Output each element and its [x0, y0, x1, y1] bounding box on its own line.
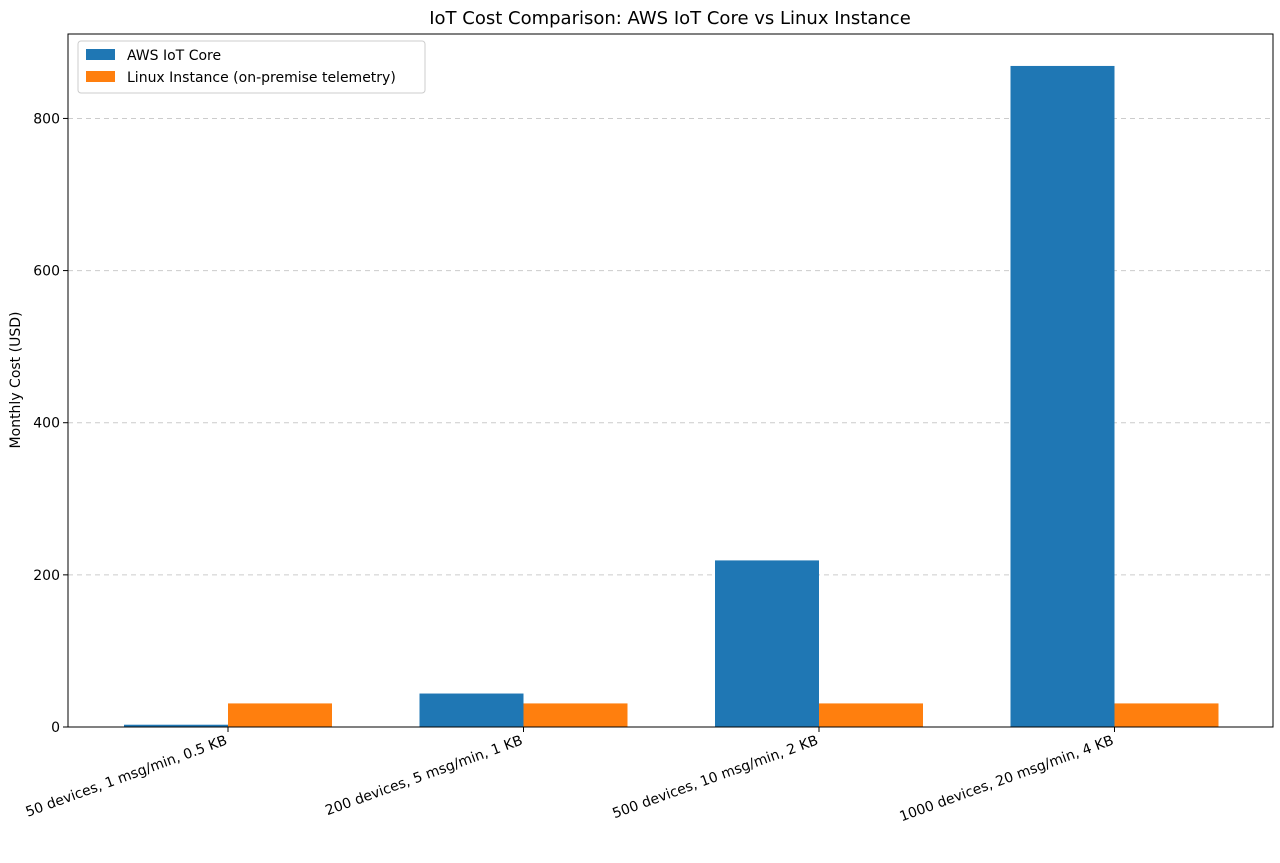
y-tick-label: 200 [33, 568, 60, 584]
x-tick-label: 500 devices, 10 msg/min, 2 KB [610, 733, 820, 822]
grid-lines [68, 117, 1273, 576]
plot-frame [67, 33, 1274, 728]
chart-title: IoT Cost Comparison: AWS IoT Core vs Lin… [429, 8, 911, 29]
bar-linux-0 [228, 703, 332, 727]
legend-box [77, 40, 426, 94]
legend-label: Linux Instance (on-premise telemetry) [127, 70, 396, 86]
bar-linux-3 [1114, 703, 1219, 727]
bars [124, 65, 1219, 727]
y-tick-label: 400 [33, 416, 60, 432]
x-tick-label: 1000 devices, 20 msg/min, 4 KB [898, 733, 1116, 826]
legend-label: AWS IoT Core [127, 48, 221, 64]
bar-aws-1 [419, 693, 524, 727]
bar-linux-1 [523, 703, 628, 727]
bar-aws-0 [124, 724, 228, 727]
y-tick-label: 0 [51, 720, 60, 736]
legend-swatch [86, 49, 115, 60]
x-axis-ticks: 50 devices, 1 msg/min, 0.5 KB 200 devices… [24, 727, 1116, 825]
x-tick-label: 200 devices, 5 msg/min, 1 KB [323, 733, 525, 819]
y-axis-label: Monthly Cost (USD) [8, 312, 24, 449]
x-tick-label: 50 devices, 1 msg/min, 0.5 KB [24, 733, 230, 821]
y-tick-label: 600 [33, 264, 60, 280]
legend: AWS IoT Core Linux Instance (on-premise t… [77, 40, 426, 94]
bar-linux-2 [819, 703, 923, 727]
bar-aws-2 [715, 560, 819, 727]
bar-aws-3 [1010, 65, 1115, 727]
legend-swatch [86, 71, 115, 82]
y-axis-ticks: 0 200 400 600 800 [33, 111, 68, 736]
y-tick-label: 800 [33, 111, 60, 127]
